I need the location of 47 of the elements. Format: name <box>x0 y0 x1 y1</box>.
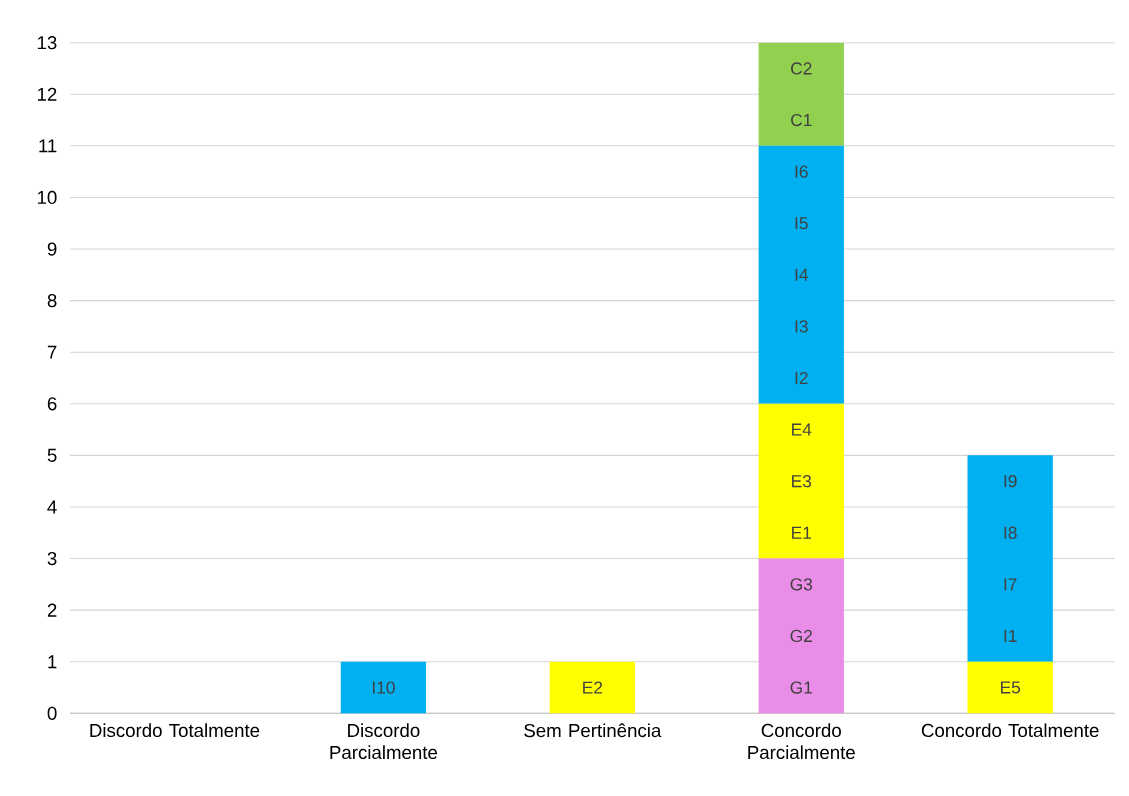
y-tick-label: 0 <box>47 706 57 720</box>
x-tick-label: Sem Pertinência <box>524 723 662 738</box>
annotation: I4 <box>795 268 808 281</box>
annotation: I2 <box>795 371 808 385</box>
annotation: E2 <box>583 681 603 694</box>
bar <box>758 403 844 559</box>
y-tick-label: 5 <box>47 448 57 462</box>
annotation: I10 <box>372 681 395 694</box>
annotation: E4 <box>792 423 812 436</box>
y-tick-label: 8 <box>47 293 57 308</box>
annotation: E5 <box>1001 681 1021 694</box>
y-tick-label: 4 <box>47 500 57 514</box>
x-tick-label: Concordo Parcialmente <box>748 723 855 760</box>
y-tick-label: 12 <box>37 87 57 101</box>
y-tick-label: 6 <box>47 397 57 411</box>
annotation: E1 <box>792 526 812 539</box>
annotation: I5 <box>795 217 808 230</box>
x-tick-label: Discordo Totalmente <box>90 723 260 738</box>
annotation: C2 <box>791 62 812 75</box>
y-tick-label: 10 <box>37 190 57 205</box>
bar <box>758 558 844 714</box>
bar <box>549 661 635 714</box>
bar <box>758 42 844 146</box>
bar <box>340 661 427 714</box>
bar <box>758 145 844 404</box>
y-tick-label: 3 <box>47 551 57 566</box>
annotation: I7 <box>1004 578 1017 591</box>
annotation: I1 <box>1004 629 1017 642</box>
annotation: G2 <box>790 629 812 643</box>
x-tick-label: Concordo Totalmente <box>921 723 1099 738</box>
x-tick-label: Discordo Parcialmente <box>330 723 438 760</box>
bar <box>967 455 1053 662</box>
annotation: I8 <box>1004 526 1017 539</box>
annotation: C1 <box>791 113 812 127</box>
bar <box>967 661 1053 714</box>
annotation: I6 <box>795 165 808 178</box>
annotation: I9 <box>1004 475 1017 488</box>
annotation: I3 <box>795 320 808 333</box>
y-tick-label: 9 <box>47 242 57 256</box>
y-tick-label: 7 <box>47 345 57 359</box>
y-tick-label: 2 <box>47 603 57 617</box>
y-tick-label: 1 <box>48 655 57 669</box>
y-tick-label: 13 <box>37 36 57 50</box>
annotation: G3 <box>790 578 813 591</box>
annotation: E3 <box>792 475 812 488</box>
y-tick-label: 11 <box>39 139 57 153</box>
annotation: G1 <box>790 681 812 694</box>
